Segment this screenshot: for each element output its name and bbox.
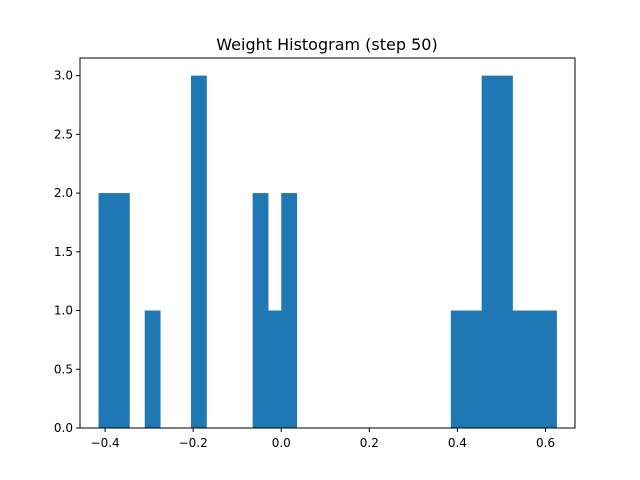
- y-tick-label: 0.0: [54, 421, 73, 435]
- x-tick-label: 0.0: [272, 436, 291, 450]
- y-axis: 0.0 0.5 1.0 1.5 2.0 2.5 3.0: [54, 69, 80, 435]
- histogram-bar: [268, 310, 282, 428]
- x-tick-label: −0.2: [179, 436, 208, 450]
- histogram-bar: [527, 310, 542, 428]
- plot-frame: [79, 57, 576, 429]
- y-tick-label: 1.0: [54, 304, 73, 318]
- histogram-bar: [481, 75, 498, 429]
- histogram-bar: [512, 310, 529, 428]
- x-tick-label: 0.6: [536, 436, 555, 450]
- histogram-bar: [190, 75, 207, 429]
- y-tick-label: 0.5: [54, 362, 73, 376]
- x-tick-label: 0.2: [360, 436, 379, 450]
- histogram-bar: [466, 310, 483, 428]
- x-tick-label: 0.4: [448, 436, 467, 450]
- histogram-bar: [98, 193, 115, 428]
- histogram-bar: [450, 310, 467, 428]
- y-tick-label: 1.5: [54, 245, 73, 259]
- chart-title: Weight Histogram (step 50): [216, 35, 437, 54]
- x-tick-label: −0.4: [91, 436, 120, 450]
- histogram-bar: [281, 193, 298, 428]
- x-axis: −0.4 −0.2 0.0 0.2 0.4 0.6: [91, 428, 555, 450]
- y-tick-label: 2.0: [54, 186, 73, 200]
- bars-group: [98, 75, 557, 429]
- y-tick-label: 3.0: [54, 69, 73, 83]
- histogram-bar: [113, 193, 130, 428]
- histogram-bar: [144, 310, 161, 428]
- histogram-bar: [541, 310, 557, 428]
- y-tick-label: 2.5: [54, 127, 73, 141]
- histogram-bar: [252, 193, 269, 428]
- histogram-bar: [497, 75, 513, 429]
